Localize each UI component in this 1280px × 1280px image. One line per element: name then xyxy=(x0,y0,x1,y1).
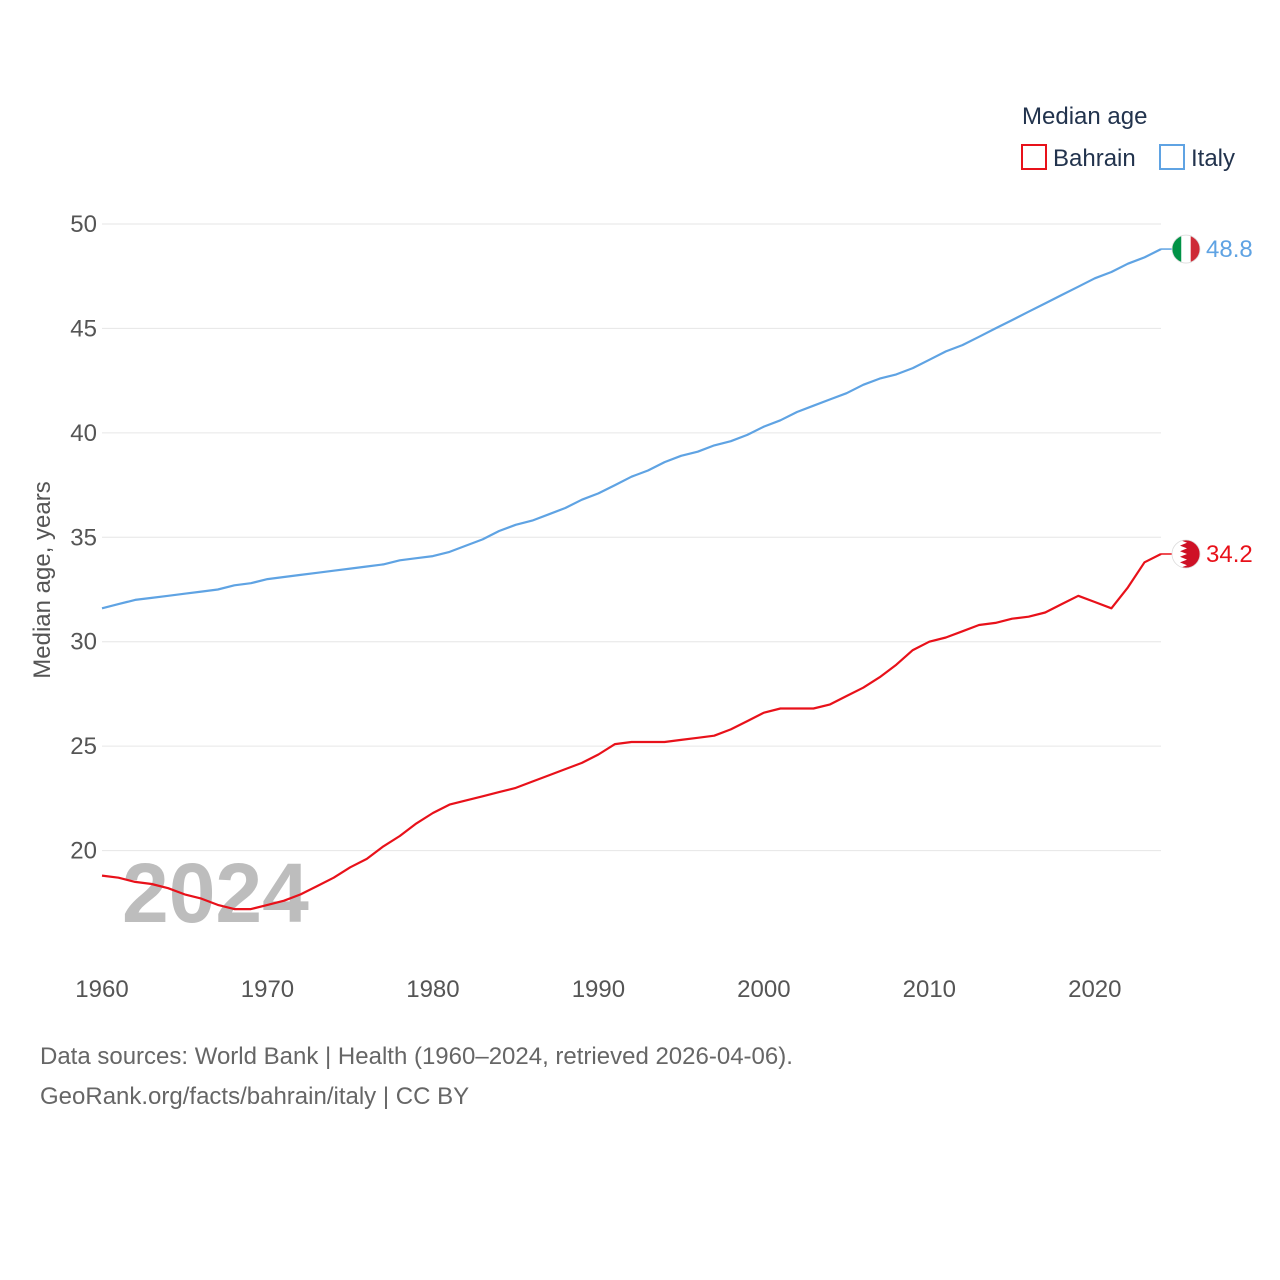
series-line-italy[interactable] xyxy=(101,248,1162,610)
source-line-2: GeoRank.org/facts/bahrain/italy | CC BY xyxy=(40,1083,470,1110)
x-tick-label-2020: 2020 xyxy=(1068,976,1121,1003)
x-tick-label-1990: 1990 xyxy=(572,976,625,1003)
y-tick-label-50: 50 xyxy=(70,211,97,238)
legend-swatch-italy xyxy=(1159,144,1185,170)
gridlines xyxy=(102,223,1161,852)
x-tick-label-1970: 1970 xyxy=(241,976,294,1003)
bahrain-flag-icon xyxy=(1171,539,1201,569)
y-tick-label-20: 20 xyxy=(70,838,97,865)
x-tick-label-1980: 1980 xyxy=(406,976,459,1003)
y-axis-ticks: 20 25 30 35 40 45 50 xyxy=(70,211,97,865)
end-value-label-bahrain: 34.2 xyxy=(1206,541,1253,568)
y-tick-label-35: 35 xyxy=(70,524,97,551)
y-tick-label-25: 25 xyxy=(70,733,97,760)
x-axis-ticks: 1960 1970 1980 1990 2000 2010 2020 xyxy=(75,976,1121,1003)
source-line-1: Data sources: World Bank | Health (1960–… xyxy=(40,1043,793,1070)
legend-item-italy[interactable]: Italy xyxy=(1159,144,1235,172)
series-line-bahrain[interactable] xyxy=(101,553,1162,911)
legend-label-italy: Italy xyxy=(1191,145,1235,172)
italy-flag-icon xyxy=(1171,234,1201,264)
end-markers: 34.2 48.8 xyxy=(1161,234,1253,569)
x-tick-label-1960: 1960 xyxy=(75,976,128,1003)
y-tick-label-40: 40 xyxy=(70,420,97,447)
legend-item-bahrain[interactable]: Bahrain xyxy=(1021,144,1136,172)
legend-label-bahrain: Bahrain xyxy=(1053,145,1136,172)
year-watermark: 2024 xyxy=(122,846,309,940)
y-axis-label: Median age, years xyxy=(29,481,56,678)
legend-swatch-bahrain xyxy=(1021,144,1047,170)
x-tick-label-2000: 2000 xyxy=(737,976,790,1003)
x-tick-label-2010: 2010 xyxy=(903,976,956,1003)
legend: Median age Bahrain Italy xyxy=(1021,103,1235,172)
end-value-label-italy: 48.8 xyxy=(1206,236,1253,263)
legend-title: Median age xyxy=(1022,103,1147,130)
line-chart: 20 25 30 35 40 45 50 1960 1970 1980 1990 2000 2010 2… xyxy=(29,103,1253,1003)
y-tick-label-45: 45 xyxy=(70,315,97,342)
y-tick-label-30: 30 xyxy=(70,629,97,656)
series-lines xyxy=(101,248,1162,911)
